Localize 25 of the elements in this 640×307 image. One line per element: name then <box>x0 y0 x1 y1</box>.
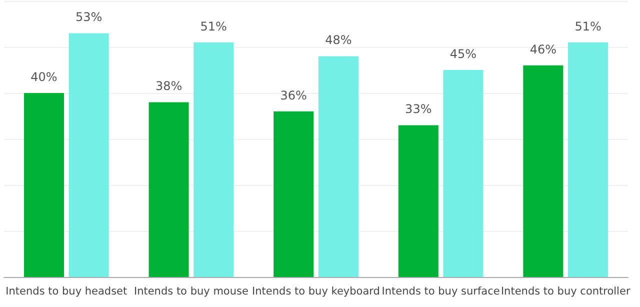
bar <box>568 42 608 277</box>
data-label: 36% <box>280 88 307 102</box>
bar <box>443 70 484 277</box>
bar <box>68 33 109 277</box>
data-label: 51% <box>574 19 602 34</box>
bar <box>24 93 64 277</box>
data-label: 45% <box>450 47 477 61</box>
bar <box>274 111 314 277</box>
data-label: 40% <box>30 70 58 84</box>
bar <box>523 65 564 277</box>
data-label: 51% <box>200 19 227 34</box>
x-tick-label: Intends to buy controller <box>500 286 631 298</box>
x-tick-label: Intends to buy headset <box>6 286 128 298</box>
data-label: 53% <box>75 10 102 24</box>
bar <box>148 102 189 277</box>
bar <box>318 56 358 277</box>
x-tick-label: Intends to buy surface <box>382 286 500 298</box>
data-label: 48% <box>325 33 352 48</box>
bar <box>194 42 234 277</box>
data-label: 46% <box>530 42 557 56</box>
x-tick-label: Intends to buy mouse <box>134 286 248 298</box>
bar <box>398 125 438 277</box>
x-tick-label: Intends to buy keyboard <box>252 286 380 298</box>
data-label: 33% <box>405 102 432 116</box>
data-label: 38% <box>155 79 182 94</box>
